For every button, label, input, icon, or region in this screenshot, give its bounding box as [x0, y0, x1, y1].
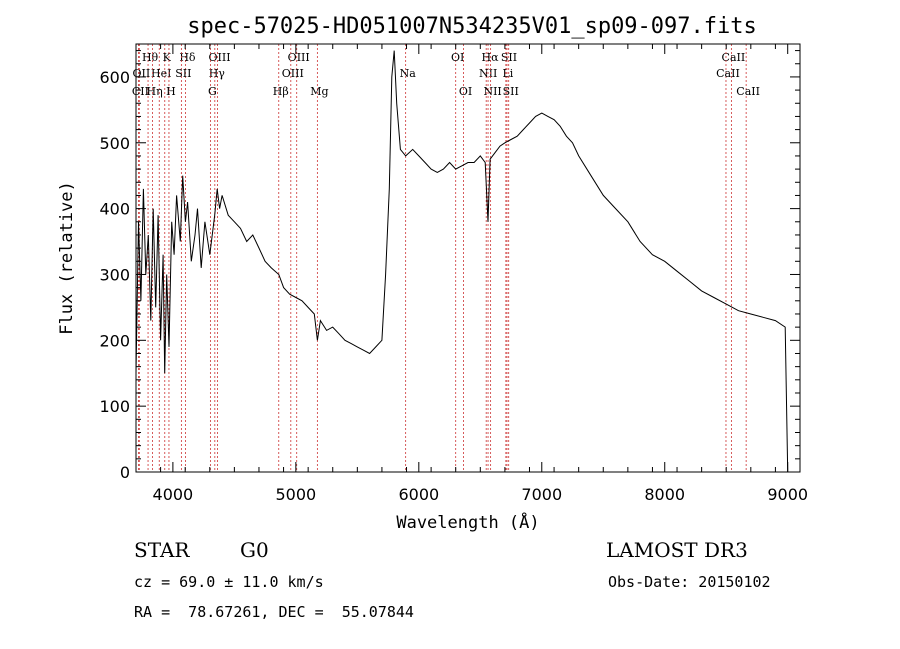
redshift-velocity: cz = 69.0 ± 11.0 km/s — [134, 573, 324, 591]
object-subclass: G0 — [240, 538, 269, 562]
x-tick-label: 4000 — [153, 485, 194, 504]
y-tick-label: 600 — [99, 68, 130, 87]
spectral-line-label: Na — [400, 67, 417, 80]
spectral-line-label: CaII — [716, 67, 740, 80]
plot-frame — [135, 43, 801, 473]
spectral-line-label: Hδ — [179, 51, 196, 64]
y-tick-label: 200 — [99, 331, 130, 350]
spectral-line-label: NII — [479, 67, 497, 80]
x-tick-label: 9000 — [767, 485, 808, 504]
spectral-line-label: K — [163, 51, 172, 64]
x-tick-label: 7000 — [521, 485, 562, 504]
y-tick-label: 400 — [99, 200, 130, 219]
spectral-line-label: OIII — [208, 51, 230, 64]
spectral-line-label: H — [166, 85, 176, 98]
object-class: STAR — [134, 538, 190, 562]
x-tick-label: 6000 — [398, 485, 439, 504]
y-tick-label: 100 — [99, 397, 130, 416]
survey-name: LAMOST DR3 — [606, 538, 748, 562]
x-tick-label: 5000 — [275, 485, 316, 504]
spectral-line-label: Hθ — [142, 51, 159, 64]
y-tick-label: 500 — [99, 134, 130, 153]
chart-title: spec-57025-HD051007N534235V01_sp09-097.f… — [187, 14, 757, 39]
spectral-line-label: OI — [459, 85, 472, 98]
spectral-line-label: CaII — [736, 85, 760, 98]
observation-date: Obs-Date: 20150102 — [608, 573, 771, 591]
axis-ticks: 4000 5000 6000 7000 8000 9000 0 100 200 300 400 500… — [99, 44, 808, 504]
spectral-line-label: OI — [451, 51, 464, 64]
spectral-line-label: G — [208, 85, 217, 98]
spectrum-series-line — [135, 50, 789, 473]
spectral-line-label: Hγ — [209, 67, 226, 80]
x-axis-label: Wavelength (Å) — [396, 511, 539, 533]
spectral-line-label: Hβ — [273, 85, 289, 98]
spectral-line-label: SII — [175, 67, 191, 80]
spectral-line-label: SII — [503, 85, 519, 98]
y-tick-label: 300 — [99, 265, 130, 284]
spectral-line-label: NII — [483, 85, 501, 98]
spectral-line-label: Mg — [310, 85, 328, 98]
spectral-line-label: Li — [502, 67, 513, 80]
coordinates: RA = 78.67261, DEC = 55.07844 — [134, 603, 414, 621]
spectral-line-label: CaII — [722, 51, 746, 64]
spectral-line-label: Hη — [147, 85, 163, 98]
y-axis-label: Flux (relative) — [57, 181, 77, 335]
spectral-line-label: OIII — [288, 51, 310, 64]
spectral-line-label: OII — [132, 67, 150, 80]
spectral-line-label: OIII — [282, 67, 304, 80]
y-tick-label: 0 — [120, 463, 130, 482]
spectral-line-label: HeI — [151, 67, 171, 80]
x-tick-label: 8000 — [644, 485, 685, 504]
